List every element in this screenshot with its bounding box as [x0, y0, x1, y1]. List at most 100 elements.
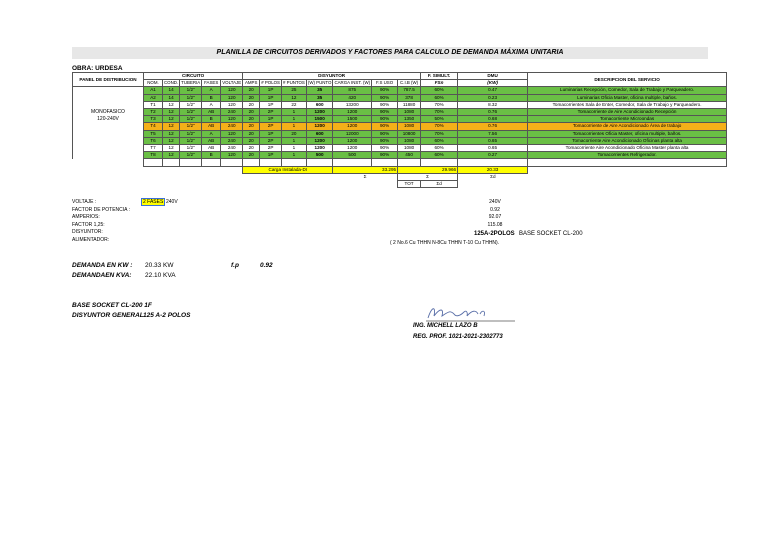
cell-fsim: 60% — [420, 86, 459, 95]
panel-desc-line1: MONOFASICO — [72, 108, 144, 116]
cell-desc: Tomacorriente Aire Acondicionado Oficina… — [527, 144, 728, 153]
f-simult-header: F. SIMULT. — [420, 71, 459, 81]
carga-total: 33.295 — [332, 165, 399, 174]
table-row: T6 12 1/2" AB 240 20 2P 1 1200 1200 90% 1080 60% 0.65… — [72, 136, 728, 146]
demanda-kw-unit: KW — [163, 262, 174, 269]
cell-volt: 120 — [220, 115, 244, 124]
cell-cond: 12 — [161, 108, 181, 117]
cell-cib: 11880 — [397, 100, 422, 110]
cell-desc: Luminarias Oficia Master, oficina multip… — [527, 93, 728, 102]
cell-puntos: 1 — [280, 122, 307, 131]
summary-value-alimentador: ( 2 No.6 Cu THHN N-8Cu THHN T-10 Cu THHN… — [390, 240, 500, 246]
cell-desc: Tomacorriente de Aire Acondicionado Rece… — [527, 108, 728, 117]
sum-fsn: Σd — [420, 180, 459, 189]
summary-value-fp: 0.92 — [490, 206, 500, 213]
cell-w: 35 — [305, 86, 334, 95]
col-carga: CARGA INST. (W) — [332, 79, 373, 88]
cell-cib: 1080 — [397, 144, 422, 153]
panel-cell — [72, 101, 144, 109]
cell-fsim: 70% — [420, 100, 459, 110]
fp-label: f.p — [231, 262, 239, 269]
circuito-header: CIRCUITO — [142, 71, 244, 81]
fases-voltage: 240V — [166, 199, 178, 205]
disyuntor-header: DISYUNTOR — [242, 71, 422, 81]
cell-amps: 20 — [242, 100, 261, 110]
table-row: T8 12 1/2" B 120 20 1P 1 500 500 90% 450 60% 0.27 Toma… — [72, 151, 728, 160]
cell-dmu: 0.65 — [457, 136, 529, 146]
cell-amps: 20 — [242, 144, 261, 153]
cell-fsim: 70% — [420, 122, 459, 131]
cell-desc: Tomacorriente de Aire Acondicionado Área… — [527, 122, 728, 131]
cell-tub: 1/2" — [179, 100, 203, 110]
cell-puntos: 22 — [280, 100, 307, 110]
summary-label-fp: FACTOR DE POTENCIA : — [72, 206, 130, 213]
cell-polos: 2P — [259, 144, 282, 153]
circuit-table: PANEL DE DISTRIBUCION CIRCUITO DISYUNTOR… — [72, 71, 728, 189]
cell-fases: AB — [201, 122, 222, 131]
cell-puntos: 12 — [280, 93, 307, 102]
cell-dmu: 7.56 — [457, 129, 529, 138]
cell-cib: 10800 — [397, 129, 422, 138]
cell-fsim: 50% — [420, 115, 459, 124]
panel-cell — [72, 144, 144, 152]
cell-tub: 1/2" — [179, 108, 203, 117]
cell-cib: 787.5 — [397, 86, 422, 95]
cell-cond: 12 — [161, 129, 181, 138]
fp-value: 0.92 — [260, 262, 273, 269]
cell-fases: A — [201, 86, 222, 95]
cell-dmu: 0.47 — [457, 86, 529, 95]
cell-puntos: 1 — [280, 151, 307, 160]
cell-volt: 120 — [220, 93, 244, 102]
panel-cell — [72, 130, 144, 138]
col-cond: COND. — [161, 79, 181, 88]
panel-cell — [72, 137, 144, 145]
cell-fases: AB — [201, 136, 222, 146]
fsn-header: FSn — [420, 79, 459, 88]
summary-label-factor: FACTOR 1,25: — [72, 221, 105, 228]
demanda-kva-value: 22.10 — [145, 272, 162, 279]
cell-cib: 1080 — [397, 136, 422, 146]
cell-dmu: 0.76 — [457, 108, 529, 117]
cell-cond: 12 — [161, 151, 181, 160]
summary-labels: VOLTAJE : FACTOR DE POTENCIA : AMPERIOS:… — [72, 199, 130, 244]
engineer-reg: REG. PROF. 1021-2021-2302773 — [413, 334, 503, 340]
cell-volt: 240 — [220, 136, 244, 146]
cell-fsim: 60% — [420, 151, 459, 160]
cell-cib: 378 — [397, 93, 422, 102]
cell-carga: 500 — [332, 151, 373, 160]
cell-w: 500 — [305, 151, 334, 160]
cell-puntos: 1 — [280, 136, 307, 146]
summary-label-amperios: AMPERIOS: — [72, 214, 100, 220]
demanda-kw-value: 20.33 — [145, 262, 162, 269]
cell-fases: B — [201, 151, 222, 160]
project-name: OBRA: URDESA — [72, 65, 123, 72]
summary-label-disyuntor: DISYUNTOR: — [72, 229, 103, 235]
cell-w: 1500 — [305, 115, 334, 124]
cell-carga: 1200 — [332, 108, 373, 117]
cell-amps: 20 — [242, 108, 261, 117]
disyuntor-general-value: 125 A-2 POLOS — [143, 312, 191, 319]
cell-nom: T5 — [143, 129, 163, 138]
cell-dmu: 8.32 — [457, 100, 529, 110]
cell-fsim: 60% — [420, 93, 459, 102]
cell-fs: 90% — [371, 144, 399, 153]
summary-value-amperios: 92.07 — [488, 214, 502, 220]
table-row: T1 12 1/2" A 120 20 1P 22 600 13200 90% 11880 70% 8.3… — [72, 100, 728, 110]
table-row: MONOFASICO T2 12 1/2" AB 240 20 2P 1 1200 1200 90% 1… — [72, 108, 728, 117]
dmu-total: 20.33 — [457, 165, 529, 174]
cell-tub: 1/2" — [179, 93, 203, 102]
cell-polos: 1P — [259, 115, 282, 124]
panel-header: PANEL DE DISTRIBUCION — [72, 71, 144, 88]
cell-volt: 240 — [220, 122, 244, 131]
sum-cib: Σ — [397, 172, 459, 182]
col-voltaje: VOLTAJE — [220, 79, 244, 88]
summary-value-disyuntor: 125A-2POLOS — [474, 231, 515, 237]
cell-amps: 20 — [242, 122, 261, 131]
cell-cib: 1350 — [397, 115, 422, 124]
sum-cib-sub: TOT — [397, 180, 422, 189]
panel-cell — [72, 94, 144, 102]
table-row: T5 12 1/2" A 120 20 1P 20 600 12000 90% 10800 70% 7.5… — [72, 129, 728, 138]
cell-polos: 1P — [259, 100, 282, 110]
cell-tub: 1/2" — [179, 136, 203, 146]
cell-desc: Tomacorriente Microondas — [527, 115, 728, 124]
